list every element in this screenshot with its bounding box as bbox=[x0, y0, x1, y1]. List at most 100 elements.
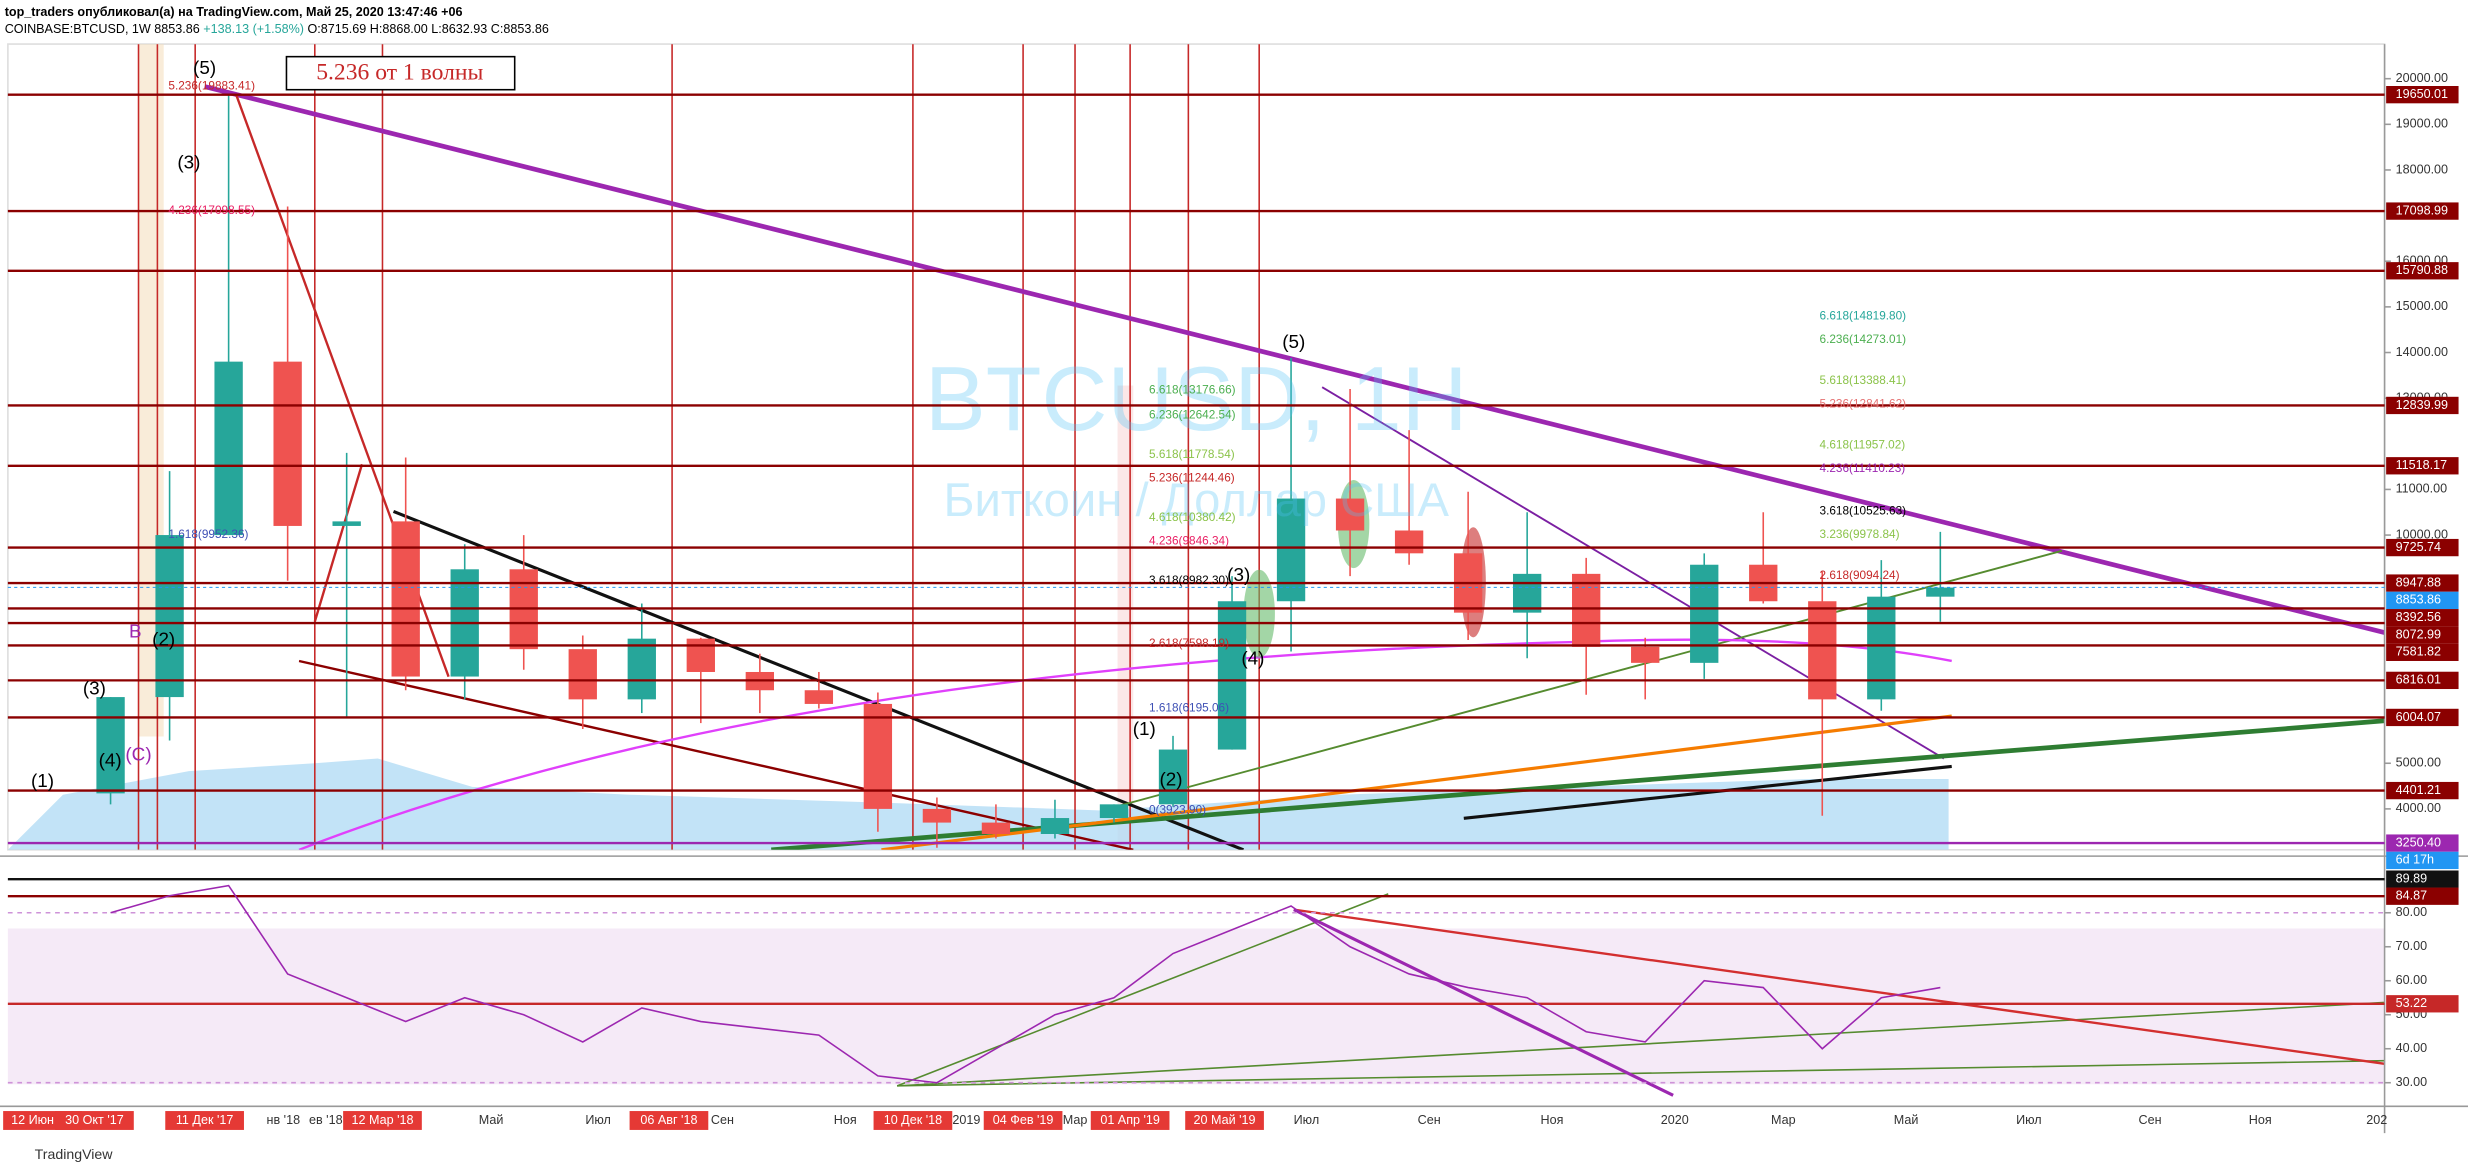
time-label: Сен bbox=[2139, 1113, 2162, 1127]
candle-body bbox=[1808, 601, 1837, 700]
price-tag bbox=[2386, 671, 2459, 690]
candle-body bbox=[686, 638, 715, 672]
price-tag-label: 7581.82 bbox=[2396, 645, 2441, 659]
candle-body bbox=[627, 638, 656, 700]
annotation: 1.618(9952.36) bbox=[168, 527, 248, 541]
price-tag-label: 8853.86 bbox=[2396, 593, 2441, 607]
rsi-tag bbox=[2386, 870, 2459, 888]
trend-line bbox=[897, 1059, 2385, 1087]
countdown-label: 6d 17h bbox=[2396, 853, 2434, 867]
price-tag bbox=[2386, 538, 2459, 557]
header-field: +138.13 (+1.58%) bbox=[203, 22, 304, 36]
time-flag bbox=[629, 1111, 709, 1130]
time-label: нв '18 bbox=[267, 1113, 301, 1127]
price-tag bbox=[2386, 834, 2459, 852]
trend-line bbox=[298, 659, 1134, 850]
price-tag-label: 6816.01 bbox=[2396, 673, 2441, 687]
candle-body bbox=[273, 361, 302, 526]
time-flag bbox=[343, 1111, 422, 1130]
rsi-tick-label: 30.00 bbox=[2396, 1075, 2427, 1089]
annotation: 6.618(14819.80) bbox=[1820, 308, 1907, 322]
price-tag bbox=[2386, 626, 2459, 644]
trend-line bbox=[1293, 908, 1674, 1097]
time-label: 12 Мар '18 bbox=[351, 1113, 413, 1127]
y-tick-label: 15000.00 bbox=[2396, 299, 2448, 313]
candle-body bbox=[1217, 601, 1247, 750]
candle-body bbox=[804, 690, 834, 704]
header-field: COINBASE:BTCUSD, 1W bbox=[5, 22, 151, 36]
annotation: 6.236(14273.01) bbox=[1820, 332, 1907, 346]
trend-line bbox=[204, 84, 2385, 635]
time-label: Сен bbox=[711, 1113, 734, 1127]
y-tick-label: 11000.00 bbox=[2396, 482, 2448, 496]
annotation: 2.618(9094.24) bbox=[1820, 568, 1900, 582]
annotation: 0(3923.90) bbox=[1149, 803, 1206, 817]
header-field: C:8853.86 bbox=[491, 22, 549, 36]
y-tick-label: 20000.00 bbox=[2396, 71, 2448, 85]
time-flag bbox=[873, 1111, 953, 1130]
annotation: (4) bbox=[1241, 648, 1264, 669]
rsi-tag-label: 89.89 bbox=[2396, 871, 2427, 885]
price-tag-label: 12839.99 bbox=[2396, 398, 2448, 412]
price-tag bbox=[2386, 643, 2459, 661]
candle-body bbox=[391, 521, 420, 677]
price-tag bbox=[2386, 708, 2459, 727]
time-flag bbox=[55, 1111, 134, 1130]
annotation: 5.236(12841.62) bbox=[1820, 397, 1907, 411]
note-text: 5.236 от 1 волны bbox=[316, 59, 483, 85]
annotation: 6.618(13176.66) bbox=[1149, 382, 1236, 396]
watermark-description: Биткоин / Доллар США bbox=[943, 474, 1449, 527]
time-label: 2019 bbox=[952, 1113, 980, 1127]
annotation: 5.236(19883.41) bbox=[168, 79, 255, 93]
price-tag bbox=[2386, 86, 2459, 104]
time-label: Ноя bbox=[834, 1113, 857, 1127]
header-field: L:8632.93 bbox=[431, 22, 487, 36]
time-label: 30 Окт '17 bbox=[65, 1113, 124, 1127]
time-label: Июл bbox=[2016, 1113, 2042, 1127]
price-tag-label: 4401.21 bbox=[2396, 783, 2441, 797]
price-tag-label: 19650.01 bbox=[2396, 87, 2448, 101]
price-tag-label: 8947.88 bbox=[2396, 575, 2441, 589]
time-label: Ноя bbox=[2249, 1113, 2272, 1127]
candle-body bbox=[1099, 804, 1129, 819]
candle-body bbox=[1867, 596, 1896, 700]
rsi-tick-label: 80.00 bbox=[2396, 905, 2427, 919]
annotation: 3.618(8982.30) bbox=[1149, 573, 1229, 587]
annotation: (3) bbox=[1227, 565, 1250, 586]
rsi-tag-label: 84.87 bbox=[2396, 889, 2427, 903]
price-tag bbox=[2386, 574, 2459, 592]
rsi-tag bbox=[2386, 995, 2459, 1013]
header-field: O:8715.69 bbox=[307, 22, 366, 36]
time-label: Сен bbox=[1418, 1113, 1441, 1127]
time-label: 01 Апр '19 bbox=[1100, 1113, 1160, 1127]
trend-line bbox=[897, 1001, 2385, 1087]
time-label: ев '18 bbox=[309, 1113, 343, 1127]
trend-line bbox=[771, 718, 2385, 850]
annotation: 4.236(9846.34) bbox=[1149, 533, 1229, 547]
y-tick-label: 5000.00 bbox=[2396, 756, 2441, 770]
header-author: top_traders опубликовал(а) на TradingVie… bbox=[5, 5, 463, 19]
annotation: 3.618(10525.63) bbox=[1820, 504, 1907, 518]
time-label: 10 Дек '18 bbox=[884, 1113, 942, 1127]
annotation: 6.236(12642.54) bbox=[1149, 408, 1236, 422]
trend-line bbox=[313, 463, 364, 622]
y-tick-label: 10000.00 bbox=[2396, 527, 2448, 541]
annotation: 4.236(17098.55) bbox=[168, 203, 255, 217]
y-tick-label: 18000.00 bbox=[2396, 162, 2448, 176]
rsi-tick-label: 60.00 bbox=[2396, 973, 2427, 987]
annotation: 4.618(10380.42) bbox=[1149, 510, 1236, 524]
annotation: (1) bbox=[31, 771, 54, 792]
time-flag bbox=[1185, 1111, 1264, 1130]
annotation: (4) bbox=[99, 751, 122, 772]
price-tag bbox=[2386, 202, 2459, 220]
annotation: (C) bbox=[125, 744, 151, 765]
time-label: Июл bbox=[1294, 1113, 1320, 1127]
rsi-band bbox=[7, 928, 2385, 1085]
candle-body bbox=[863, 703, 893, 809]
annotation: 1.618(6195.06) bbox=[1149, 700, 1229, 714]
candle-body bbox=[1512, 573, 1542, 613]
moving-average bbox=[298, 638, 1952, 850]
price-tag bbox=[2386, 396, 2459, 415]
candle-body bbox=[1926, 587, 1955, 597]
